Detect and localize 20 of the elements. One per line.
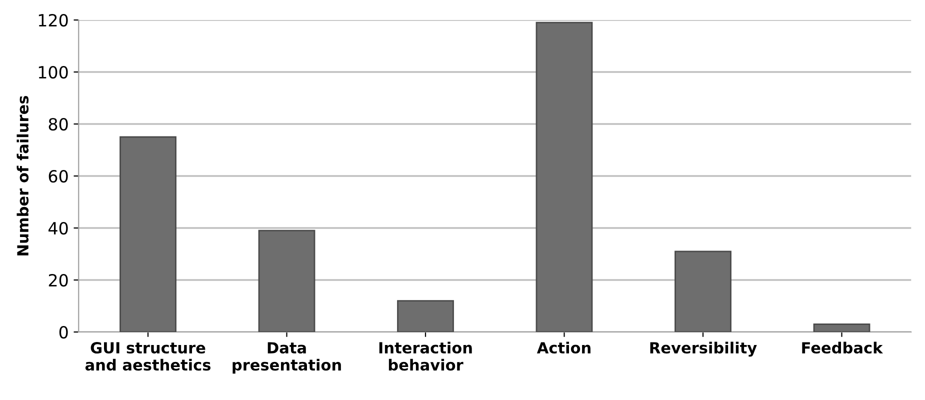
- x-tick-label: GUI structure and aesthetics: [85, 342, 210, 371]
- x-tick-label: Action: [536, 342, 590, 354]
- y-tick-label: 120: [38, 14, 68, 27]
- bar: [536, 22, 593, 332]
- bar: [258, 230, 316, 332]
- y-tick-label: 100: [38, 66, 68, 79]
- bar: [813, 324, 870, 332]
- y-tick-label: 0: [59, 326, 68, 339]
- y-tick-label: 40: [48, 222, 68, 235]
- y-tick-label: 60: [48, 170, 68, 183]
- bar: [397, 300, 454, 332]
- x-tick-label: Data presentation: [232, 342, 341, 374]
- x-tick-label: Feedback: [802, 342, 884, 354]
- bar: [120, 136, 176, 332]
- y-axis-title: Number of failures: [16, 96, 29, 256]
- y-tick-label: 20: [48, 274, 68, 287]
- x-tick-label: Interaction behavior: [379, 342, 472, 371]
- bar: [674, 250, 732, 332]
- x-tick-label: Reversibility: [650, 342, 757, 357]
- y-tick-label: 80: [48, 118, 68, 131]
